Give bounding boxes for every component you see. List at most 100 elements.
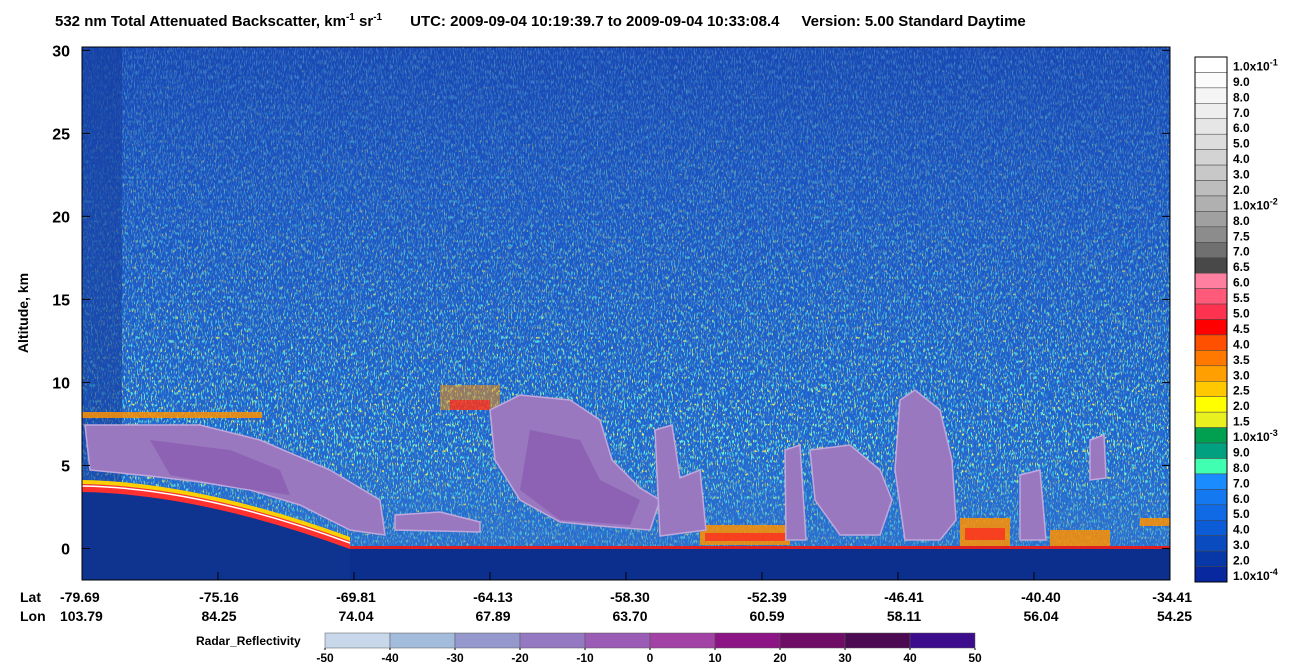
lat-row-label: Lat [20,589,41,605]
colorbar-label-text: 3.0 [1233,538,1250,552]
colorbar-label: 1.0x10-1 [1233,57,1278,73]
colorbar-swatch [1194,535,1228,552]
colorbar-swatch [1194,118,1228,135]
colorbar-swatch [1194,381,1228,397]
colorbar-label-text: 4.0 [1233,152,1250,166]
colorbar-swatch [1194,272,1228,289]
colorbar-swatch [1194,103,1228,120]
radar-swatch [844,632,911,649]
lon-row-label: Lon [20,608,46,624]
colorbar-label: 4.0 [1233,337,1250,351]
y-axis-label: Altitude, km [15,273,31,353]
lat-label: -58.30 [610,589,650,605]
title-main: 532 nm Total Attenuated Backscatter, km [55,13,346,30]
colorbar-label-text: 6.0 [1233,121,1250,135]
colorbar-swatch [1194,504,1228,521]
lon-label: 60.59 [749,608,784,624]
colorbar-label-exponent: -4 [1270,567,1278,577]
radar-tick-label: -40 [381,651,399,665]
colorbar-label: 3.0 [1233,168,1250,182]
colorbar-swatch [1194,319,1228,336]
colorbar-swatch [1194,350,1228,367]
colorbar-swatch [1194,396,1228,413]
colorbar-swatch [1194,257,1228,274]
radar-swatch [909,632,976,649]
radar-swatch [649,632,716,649]
colorbar-label-text: 8.0 [1233,90,1250,104]
radar-swatch [324,632,391,649]
colorbar-label: 2.0 [1233,183,1250,197]
colorbar-label-text: 9.0 [1233,75,1250,89]
colorbar-swatch [1194,303,1228,320]
radar-tick-label: 10 [708,651,722,665]
colorbar-label-text: 2.0 [1233,399,1250,413]
colorbar-swatch [1194,458,1228,475]
radar-swatch [779,632,846,649]
colorbar-swatch [1194,180,1228,197]
colorbar-swatch [1194,489,1228,506]
y-tick-label: 25 [52,126,70,143]
colorbar-swatch [1194,56,1228,73]
colorbar-swatch [1194,211,1228,228]
colorbar-label: 6.0 [1233,121,1250,135]
colorbar-label-text: 9.0 [1233,445,1250,459]
colorbar-label: 2.0 [1233,554,1250,568]
radar-tick-label: -10 [576,651,594,665]
colorbar-swatch [1194,427,1228,444]
lat-label: -75.16 [199,589,239,605]
y-tick-label: 0 [61,541,70,558]
colorbar-swatch [1194,288,1228,305]
colorbar-swatch [1194,334,1228,351]
colorbar-label-exponent: -2 [1270,196,1278,206]
colorbar-label-text: 4.5 [1233,322,1250,336]
y-tick-label: 10 [52,375,70,392]
radar-tick-label: -30 [446,651,464,665]
y-tick-label: 30 [52,43,70,60]
colorbar-label-text: 5.0 [1233,137,1250,151]
colorbar-label-text: 3.0 [1233,168,1250,182]
colorbar-label-text: 5.5 [1233,291,1250,305]
colorbar-label: 1.0x10-3 [1233,428,1278,444]
colorbar-label-text: 5.0 [1233,307,1250,321]
radar-tick-label: 0 [647,651,654,665]
colorbar-label-text: 7.0 [1233,245,1250,259]
radar-swatch [714,632,781,649]
y-tick-label: 5 [61,458,70,475]
lat-label: -46.41 [884,589,924,605]
colorbar-label-text: 2.0 [1233,554,1250,568]
title-exponent: -1 [346,12,355,23]
radar-swatch [389,632,456,649]
colorbar-label: 7.0 [1233,245,1250,259]
lon-label: 74.04 [338,608,373,624]
radar-swatch [519,632,586,649]
lon-label: 56.04 [1023,608,1058,624]
colorbar-label: 1.5 [1233,415,1250,429]
colorbar-swatch [1194,365,1228,382]
colorbar-swatch [1194,242,1228,258]
colorbar-label-text: 3.5 [1233,353,1250,367]
colorbar-label: 6.0 [1233,276,1250,290]
colorbar-label: 5.5 [1233,291,1250,305]
title-utc: UTC: 2009-09-04 10:19:39.7 to 2009-09-04… [410,13,780,30]
colorbar-swatch [1194,473,1228,490]
colorbar-swatch [1194,195,1228,212]
colorbar-label-text: 1.5 [1233,415,1250,429]
lat-label: -64.13 [473,589,513,605]
colorbar-label-text: 3.0 [1233,368,1250,382]
colorbar-label-text: 6.0 [1233,276,1250,290]
lat-label: -40.40 [1021,589,1061,605]
colorbar-label: 6.0 [1233,492,1250,506]
colorbar-label-text: 2.0 [1233,183,1250,197]
colorbar-label: 5.0 [1233,507,1250,521]
radar-tick-label: -20 [511,651,529,665]
colorbar-label-text: 7.0 [1233,476,1250,490]
title-version: Version: 5.00 Standard Daytime [802,13,1026,30]
colorbar-label-text: 8.0 [1233,461,1250,475]
colorbar-swatch [1194,411,1228,428]
colorbar-label-text: 6.0 [1233,492,1250,506]
y-tick-label: 20 [52,209,70,226]
colorbar-swatch [1194,442,1228,459]
colorbar-swatch [1194,566,1228,583]
lat-label: -79.69 [60,589,100,605]
